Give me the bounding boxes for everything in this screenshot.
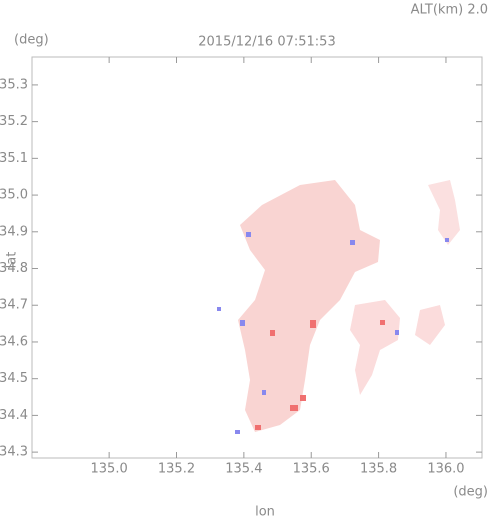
x-tick-label: 136.0: [427, 462, 464, 477]
radar-echo: [217, 180, 460, 434]
y-tick-label: 35.0: [0, 188, 28, 203]
y-tick-label: 34.9: [0, 224, 28, 239]
y-tick-label: 35.2: [0, 114, 28, 129]
echo-northeast: [428, 180, 460, 245]
echo-far-east: [415, 305, 445, 345]
echo-main: [238, 180, 380, 432]
y-unit: (deg): [14, 33, 49, 48]
y-axis-label: lat: [5, 252, 20, 269]
y-tick-label: 34.6: [0, 334, 28, 349]
y-tick-label: 34.3: [0, 445, 28, 460]
y-tick-label: 34.8: [0, 261, 28, 276]
altitude-label: ALT(km) 2.0: [411, 3, 488, 18]
y-tick-label: 34.5: [0, 371, 28, 386]
x-tick-label: 135.6: [293, 462, 330, 477]
y-tick-label: 35.1: [0, 151, 28, 166]
x-unit: (deg): [453, 485, 488, 500]
x-tick-label: 135.8: [360, 462, 397, 477]
y-tick-label: 34.4: [0, 408, 28, 423]
plot-frame: [31, 56, 483, 459]
x-axis-label: lon: [255, 505, 275, 520]
y-tick-label: 34.7: [0, 298, 28, 313]
chart-title: 2015/12/16 07:51:53: [198, 35, 335, 50]
x-tick-label: 135.0: [91, 462, 128, 477]
x-tick-label: 135.4: [225, 462, 262, 477]
echo-east: [350, 300, 400, 395]
y-tick-label: 35.3: [0, 77, 28, 92]
x-tick-label: 135.2: [158, 462, 195, 477]
